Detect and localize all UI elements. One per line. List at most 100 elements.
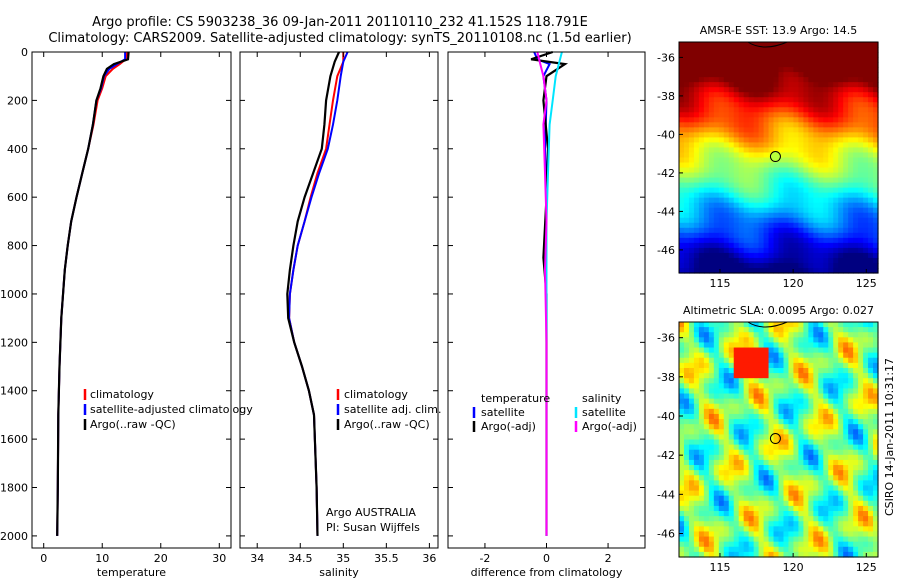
- heatmap-cell: [838, 357, 844, 364]
- heatmap-cell: [698, 177, 705, 184]
- heatmap-cell: [863, 252, 869, 259]
- heatmap-cell: [738, 352, 745, 359]
- heatmap-cell: [778, 373, 785, 379]
- heatmap-cell: [793, 357, 799, 364]
- heatmap-cell: [723, 42, 730, 48]
- heatmap-cell: [718, 352, 725, 359]
- heatmap-cell: [758, 162, 765, 169]
- heatmap-cell: [813, 152, 819, 159]
- heatmap-cell: [783, 490, 790, 497]
- heatmap-cell: [783, 187, 790, 194]
- heatmap-cell: [848, 403, 854, 410]
- heatmap-cell: [688, 207, 695, 214]
- heatmap-cell: [713, 77, 720, 83]
- heatmap-cell: [708, 511, 715, 517]
- heatmap-cell: [873, 87, 879, 93]
- heatmap-cell: [843, 117, 849, 123]
- y-tick-label: 200: [7, 94, 28, 107]
- heatmap-cell: [803, 267, 809, 274]
- heatmap-cell: [863, 42, 869, 48]
- heatmap-cell: [838, 62, 844, 68]
- heatmap-cell: [743, 342, 750, 349]
- heatmap-cell: [858, 262, 864, 269]
- heatmap-cell: [768, 262, 775, 269]
- heatmap-cell: [693, 429, 700, 435]
- heatmap-cell: [768, 147, 775, 154]
- heatmap-cell: [703, 347, 710, 354]
- heatmap-cell: [693, 434, 700, 441]
- heatmap-cell: [853, 551, 859, 558]
- heatmap-cell: [758, 480, 765, 487]
- heatmap-cell: [813, 388, 819, 395]
- heatmap-cell: [679, 87, 685, 93]
- heatmap-cell: [858, 172, 864, 179]
- heatmap-cell: [743, 449, 750, 456]
- heatmap-cell: [708, 122, 715, 128]
- heatmap-cell: [703, 419, 710, 425]
- heatmap-cell: [743, 373, 750, 379]
- heatmap-cell: [858, 227, 864, 234]
- heatmap-cell: [693, 212, 700, 219]
- heatmap-cell: [873, 429, 879, 435]
- heatmap-cell: [833, 490, 839, 497]
- heatmap-cell: [823, 152, 829, 159]
- heatmap-cell: [828, 87, 834, 93]
- heatmap-cell: [683, 551, 690, 558]
- heatmap-cell: [833, 117, 839, 123]
- heatmap-cell: [703, 157, 710, 164]
- heatmap-cell: [713, 192, 720, 199]
- heatmap-cell: [863, 526, 869, 533]
- heatmap-cell: [728, 342, 735, 349]
- heatmap-cell: [713, 505, 720, 512]
- heatmap-cell: [688, 454, 695, 461]
- heatmap-cell: [798, 373, 804, 379]
- heatmap-cell: [768, 434, 775, 441]
- y-tick-label: -42: [657, 449, 675, 462]
- heatmap-cell: [793, 187, 799, 194]
- legend-label: climatology: [344, 388, 408, 401]
- heatmap-cell: [848, 408, 854, 415]
- heatmap-cell: [763, 383, 770, 390]
- heatmap-cell: [703, 332, 710, 338]
- heatmap-cell: [828, 212, 834, 219]
- heatmap-cell: [693, 373, 700, 379]
- heatmap-cell: [788, 470, 795, 476]
- heatmap-cell: [708, 207, 715, 214]
- heatmap-cell: [693, 398, 700, 405]
- heatmap-cell: [793, 217, 799, 224]
- heatmap-cell: [693, 424, 700, 430]
- heatmap-cell: [773, 47, 780, 53]
- heatmap-cell: [853, 257, 859, 264]
- heatmap-cell: [783, 52, 790, 58]
- heatmap-cell: [683, 373, 690, 379]
- heatmap-cell: [863, 475, 869, 481]
- heatmap-cell: [763, 526, 770, 533]
- heatmap-cell: [788, 242, 795, 249]
- heatmap-cell: [843, 551, 849, 558]
- heatmap-cell: [728, 485, 735, 492]
- heatmap-cell: [728, 212, 735, 219]
- heatmap-cell: [793, 212, 799, 219]
- heatmap-cell: [873, 465, 879, 471]
- heatmap-cell: [803, 112, 809, 118]
- heatmap-cell: [743, 197, 750, 204]
- heatmap-cell: [758, 424, 765, 430]
- heatmap-cell: [863, 92, 869, 98]
- heatmap-cell: [848, 526, 854, 533]
- heatmap-cell: [773, 262, 780, 269]
- heatmap-cell: [708, 52, 715, 58]
- heatmap-cell: [798, 541, 804, 548]
- heatmap-cell: [808, 172, 814, 179]
- heatmap-cell: [698, 495, 705, 502]
- heatmap-cell: [693, 72, 700, 78]
- heatmap-cell: [763, 267, 770, 274]
- heatmap-cell: [788, 227, 795, 234]
- heatmap-cell: [679, 551, 685, 558]
- series-line-2: [545, 51, 563, 536]
- heatmap-cell: [803, 475, 809, 481]
- heatmap-cell: [858, 257, 864, 264]
- heatmap-cell: [833, 167, 839, 174]
- heatmap-cell: [873, 177, 879, 184]
- heatmap-cell: [728, 531, 735, 538]
- heatmap-cell: [718, 97, 725, 103]
